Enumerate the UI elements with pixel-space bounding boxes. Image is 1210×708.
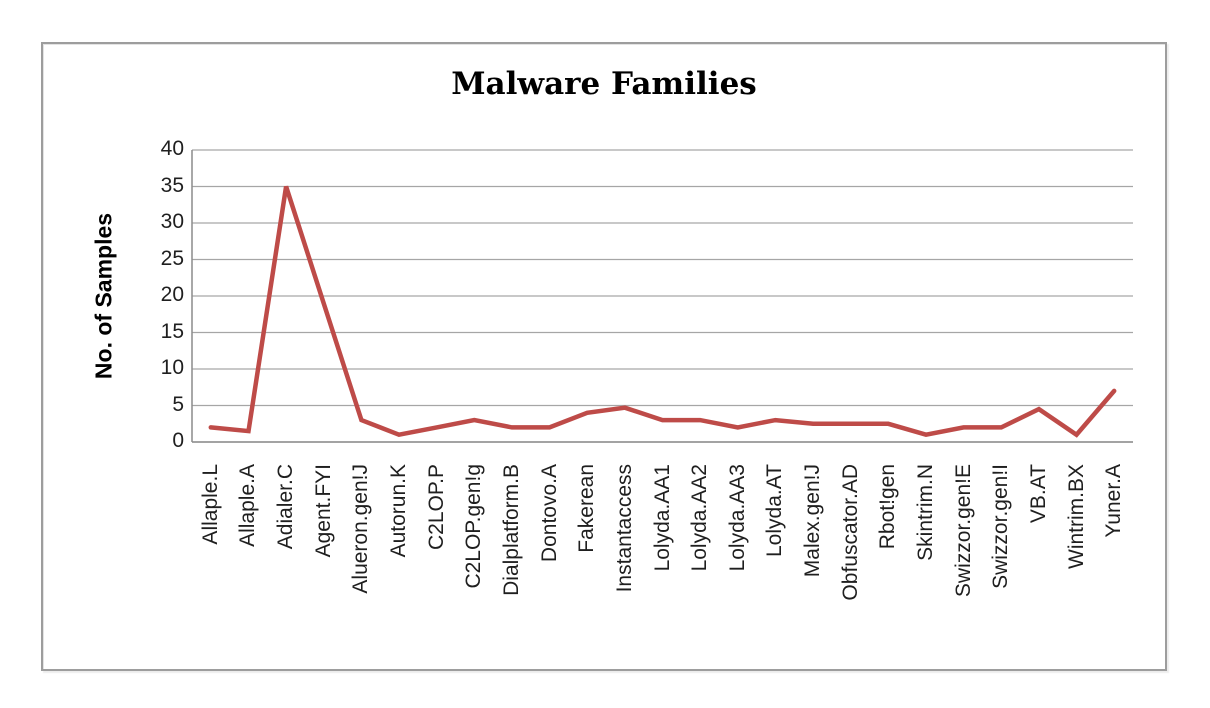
x-axis-label-swizzor-gen-i: Swizzor.gen!I — [989, 464, 1013, 589]
x-axis-label-wintrim-bx: Wintrim.BX — [1064, 464, 1088, 569]
x-axis-label-malex-gen-j: Malex.gen!J — [801, 464, 825, 578]
x-axis-label-dialplatform-b: Dialplatform.B — [499, 464, 523, 596]
x-axis-label-yuner-a: Yuner.A — [1102, 464, 1126, 538]
x-axis-label-rbot-gen: Rbot!gen — [876, 464, 900, 550]
y-tick-label-10: 10 — [160, 356, 184, 379]
x-axis-label-adialer-c: Adialer.C — [274, 464, 298, 550]
x-axis-label-allaple-a: Allaple.A — [236, 464, 260, 547]
y-tick-label-25: 25 — [160, 246, 184, 270]
y-tick-label-35: 35 — [160, 173, 184, 197]
x-axis-label-lolyda-aa2: Lolyda.AA2 — [688, 464, 712, 572]
x-axis-label-obfuscator-ad: Obfuscator.AD — [838, 464, 862, 601]
x-axis-label-swizzor-gen-e: Swizzor.gen!E — [951, 464, 975, 598]
chart-title: Malware Families — [451, 66, 757, 102]
x-axis-label-autorun-k: Autorun.K — [387, 464, 411, 558]
x-axis-label-allaple-l: Allaple.L — [198, 464, 222, 545]
y-tick-label-40: 40 — [160, 137, 184, 160]
x-axis-label-lolyda-aa3: Lolyda.AA3 — [725, 464, 749, 572]
chart-outer-frame — [41, 42, 1167, 671]
y-tick-label-0: 0 — [172, 429, 184, 452]
x-axis-label-alueron-gen-j: Alueron.gen!J — [349, 464, 373, 594]
x-axis-label-c2lop-gen-g: C2LOP.gen!g — [462, 464, 486, 589]
x-axis-label-skintrim-n: Skintrim.N — [913, 464, 937, 561]
x-axis-label-dontovo-a: Dontovo.A — [537, 464, 561, 563]
y-tick-label-15: 15 — [160, 319, 184, 343]
x-axis-label-lolyda-aa1: Lolyda.AA1 — [650, 464, 674, 572]
x-axis-label-fakerean: Fakerean — [575, 464, 599, 553]
x-axis-label-instantaccess: Instantaccess — [612, 464, 636, 593]
y-tick-label-30: 30 — [160, 210, 184, 233]
y-tick-label-5: 5 — [172, 392, 184, 416]
y-tick-label-20: 20 — [160, 283, 184, 306]
data-series-line — [208, 185, 1117, 438]
x-axis-label-agent-fyi: Agent.FYI — [311, 464, 335, 558]
x-axis-label-c2lop-p: C2LOP.P — [424, 464, 448, 550]
x-axis-label-lolyda-at: Lolyda.AT — [763, 464, 787, 557]
x-axis-label-vb-at: VB.AT — [1026, 464, 1050, 524]
